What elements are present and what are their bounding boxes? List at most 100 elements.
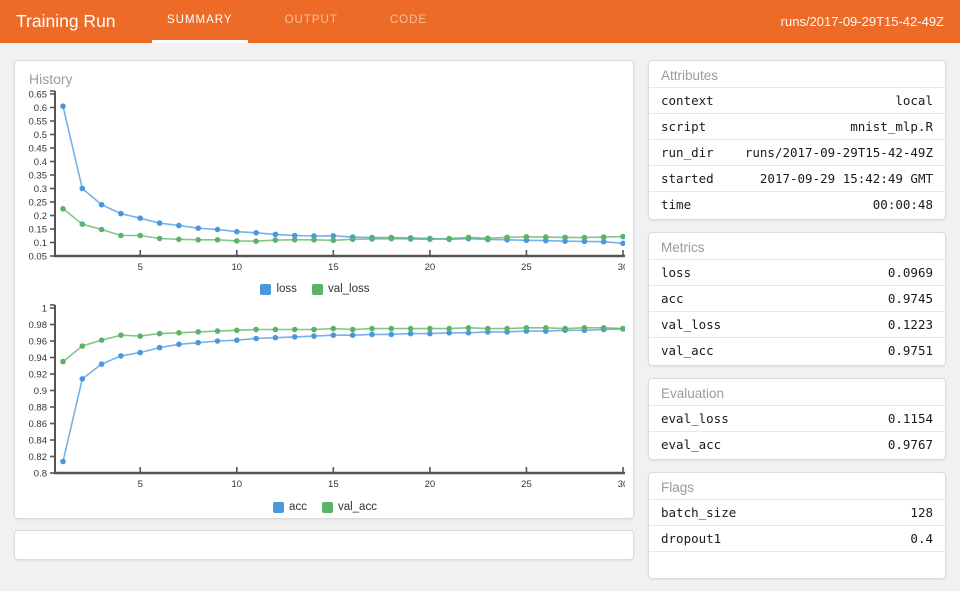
svg-text:0.35: 0.35	[29, 171, 48, 182]
flags-card: Flags batch_size 128 dropout1 0.4	[648, 472, 946, 579]
svg-text:15: 15	[328, 479, 339, 490]
row-key: time	[661, 197, 692, 212]
svg-text:0.92: 0.92	[29, 370, 48, 381]
svg-text:1: 1	[42, 304, 47, 315]
card-title: Metrics	[661, 240, 705, 255]
svg-text:25: 25	[521, 262, 532, 273]
svg-text:0.96: 0.96	[29, 337, 48, 348]
svg-text:0.94: 0.94	[29, 353, 48, 364]
metrics-card: Metrics loss 0.0969 acc 0.9745 val_loss 0.1223…	[648, 232, 946, 366]
card-title: Evaluation	[661, 386, 725, 401]
svg-text:0.84: 0.84	[29, 436, 48, 447]
row-key: eval_loss	[661, 411, 729, 426]
svg-text:0.25: 0.25	[29, 198, 48, 209]
history-panel-title: History	[29, 71, 73, 87]
row-key: loss	[661, 265, 692, 280]
legend-label: val_acc	[337, 501, 377, 513]
row-value: 2017-09-29 15:42:49 GMT	[759, 171, 933, 186]
row-value: local	[895, 93, 933, 108]
loss-chart-legend: loss val_loss	[15, 281, 615, 297]
legend-swatch-loss	[260, 283, 272, 295]
legend-swatch-val_acc	[321, 501, 333, 513]
svg-text:0.86: 0.86	[29, 419, 48, 430]
svg-text:0.55: 0.55	[29, 117, 48, 128]
svg-text:30: 30	[618, 262, 625, 273]
app-header: Training Run SUMMARY OUTPUT CODE runs/2017…	[0, 0, 960, 43]
svg-text:25: 25	[521, 479, 532, 490]
row-key: batch_size	[661, 505, 737, 520]
row-value: 00:00:48	[872, 197, 933, 212]
legend-swatch-val_loss	[311, 283, 323, 295]
row-value: mnist_mlp.R	[850, 119, 933, 134]
svg-text:0.6: 0.6	[34, 103, 47, 114]
tab-summary[interactable]: SUMMARY	[152, 0, 248, 43]
card-title: Attributes	[661, 68, 719, 83]
table-row: started 2017-09-29 15:42:49 GMT	[649, 165, 945, 191]
row-key: run_dir	[661, 145, 714, 160]
svg-text:0.2: 0.2	[34, 211, 47, 222]
tab-code[interactable]: CODE	[389, 14, 428, 26]
evaluation-card: Evaluation eval_loss 0.1154 eval_acc 0.9767	[648, 378, 946, 460]
svg-text:0.4: 0.4	[34, 157, 47, 168]
svg-text:0.1: 0.1	[34, 238, 47, 249]
accuracy-chart-legend: acc val_acc	[25, 499, 625, 515]
row-value: 0.0969	[887, 265, 933, 280]
row-key: dropout1	[661, 531, 722, 546]
svg-text:30: 30	[618, 479, 625, 490]
next-panel-stub	[14, 530, 634, 560]
row-key: val_loss	[661, 317, 722, 332]
svg-text:0.45: 0.45	[29, 144, 48, 155]
row-value: 0.1223	[887, 317, 933, 332]
svg-text:0.05: 0.05	[29, 252, 48, 263]
svg-text:0.8: 0.8	[34, 469, 47, 480]
row-value: 0.4	[910, 531, 933, 546]
svg-text:0.9: 0.9	[34, 386, 47, 397]
svg-text:0.65: 0.65	[29, 90, 48, 101]
svg-text:0.88: 0.88	[29, 403, 48, 414]
row-key: acc	[661, 291, 684, 306]
row-key: eval_acc	[661, 437, 722, 452]
legend-item-val_acc: val_acc	[321, 501, 377, 513]
table-row: loss 0.0969	[649, 259, 945, 285]
svg-text:5: 5	[138, 262, 143, 273]
legend-swatch-acc	[273, 501, 285, 513]
row-value: 0.9745	[887, 291, 933, 306]
legend-item-acc: acc	[273, 501, 307, 513]
table-row	[649, 551, 945, 576]
legend-label: val_loss	[327, 283, 370, 295]
history-panel: History 0.65 0.6 0.55 0.5 0.45 0.4 0.35 0.3 0.25…	[14, 60, 634, 519]
legend-label: acc	[289, 501, 307, 513]
svg-text:10: 10	[232, 262, 243, 273]
table-row: script mnist_mlp.R	[649, 113, 945, 139]
svg-text:0.5: 0.5	[34, 130, 47, 141]
table-row: acc 0.9745	[649, 285, 945, 311]
legend-item-val_loss: val_loss	[311, 283, 370, 295]
tab-output[interactable]: OUTPUT	[284, 14, 338, 26]
legend-label: loss	[276, 283, 297, 295]
svg-text:0.82: 0.82	[29, 452, 48, 463]
table-row: eval_loss 0.1154	[649, 405, 945, 431]
table-row: val_acc 0.9751	[649, 337, 945, 363]
accuracy-chart: 1 0.98 0.96 0.94 0.92 0.9 0.88 0.86 0.84 0.82 0.8 5…	[29, 304, 625, 490]
svg-text:15: 15	[328, 262, 339, 273]
svg-text:0.3: 0.3	[34, 184, 47, 195]
svg-text:0.98: 0.98	[29, 320, 48, 331]
table-row: batch_size 128	[649, 499, 945, 525]
table-row: val_loss 0.1223	[649, 311, 945, 337]
app-title: Training Run	[16, 11, 116, 31]
row-key: started	[661, 171, 714, 186]
table-row: eval_acc 0.9767	[649, 431, 945, 457]
svg-text:10: 10	[232, 479, 243, 490]
svg-text:20: 20	[425, 262, 436, 273]
loss-chart: 0.650.60.550.50.450.40.350.30.250.20.150…	[29, 90, 625, 273]
row-key: context	[661, 93, 714, 108]
legend-item-loss: loss	[260, 283, 297, 295]
row-value: runs/2017-09-29T15-42-49Z	[744, 145, 933, 160]
row-key: script	[661, 119, 707, 134]
table-row: time 00:00:48	[649, 191, 945, 217]
row-value: 0.9767	[887, 437, 933, 452]
svg-text:0.15: 0.15	[29, 225, 48, 236]
svg-text:20: 20	[425, 479, 436, 490]
table-row: run_dir runs/2017-09-29T15-42-49Z	[649, 139, 945, 165]
